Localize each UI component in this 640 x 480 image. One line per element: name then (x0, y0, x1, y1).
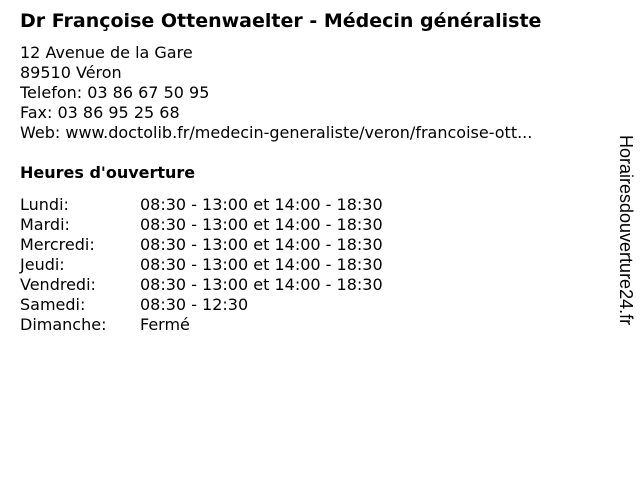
website-link[interactable]: Web: www.doctolib.fr/medecin-generaliste… (20, 123, 533, 142)
day-label: Lundi: (20, 195, 69, 214)
page-title: Dr Françoise Ottenwaelter - Médecin géné… (20, 10, 542, 32)
hours-table: Lundi: 08:30 - 13:00 et 14:00 - 18:30 Mar… (20, 195, 383, 335)
hours-row-friday: Vendredi: 08:30 - 13:00 et 14:00 - 18:30 (20, 275, 383, 295)
day-label: Dimanche: (20, 315, 107, 334)
time-value: 08:30 - 13:00 et 14:00 - 18:30 (140, 215, 383, 234)
hours-row-tuesday: Mardi: 08:30 - 13:00 et 14:00 - 18:30 (20, 215, 383, 235)
phone-number: Telefon: 03 86 67 50 95 (20, 83, 210, 102)
hours-row-thursday: Jeudi: 08:30 - 13:00 et 14:00 - 18:30 (20, 255, 383, 275)
day-label: Mercredi: (20, 235, 95, 254)
watermark: Horairesdouverture24.fr (616, 135, 636, 326)
address-city: 89510 Véron (20, 63, 122, 82)
hours-heading: Heures d'ouverture (20, 163, 196, 182)
time-value: Fermé (140, 315, 190, 334)
time-value: 08:30 - 13:00 et 14:00 - 18:30 (140, 195, 383, 214)
time-value: 08:30 - 12:30 (140, 295, 249, 314)
fax-number: Fax: 03 86 95 25 68 (20, 103, 180, 122)
time-value: 08:30 - 13:00 et 14:00 - 18:30 (140, 255, 383, 274)
time-value: 08:30 - 13:00 et 14:00 - 18:30 (140, 235, 383, 254)
hours-row-sunday: Dimanche: Fermé (20, 315, 383, 335)
day-label: Jeudi: (20, 255, 65, 274)
day-label: Mardi: (20, 215, 70, 234)
hours-row-wednesday: Mercredi: 08:30 - 13:00 et 14:00 - 18:30 (20, 235, 383, 255)
address-street: 12 Avenue de la Gare (20, 43, 193, 62)
time-value: 08:30 - 13:00 et 14:00 - 18:30 (140, 275, 383, 294)
hours-row-saturday: Samedi: 08:30 - 12:30 (20, 295, 383, 315)
day-label: Vendredi: (20, 275, 96, 294)
day-label: Samedi: (20, 295, 86, 314)
hours-row-monday: Lundi: 08:30 - 13:00 et 14:00 - 18:30 (20, 195, 383, 215)
